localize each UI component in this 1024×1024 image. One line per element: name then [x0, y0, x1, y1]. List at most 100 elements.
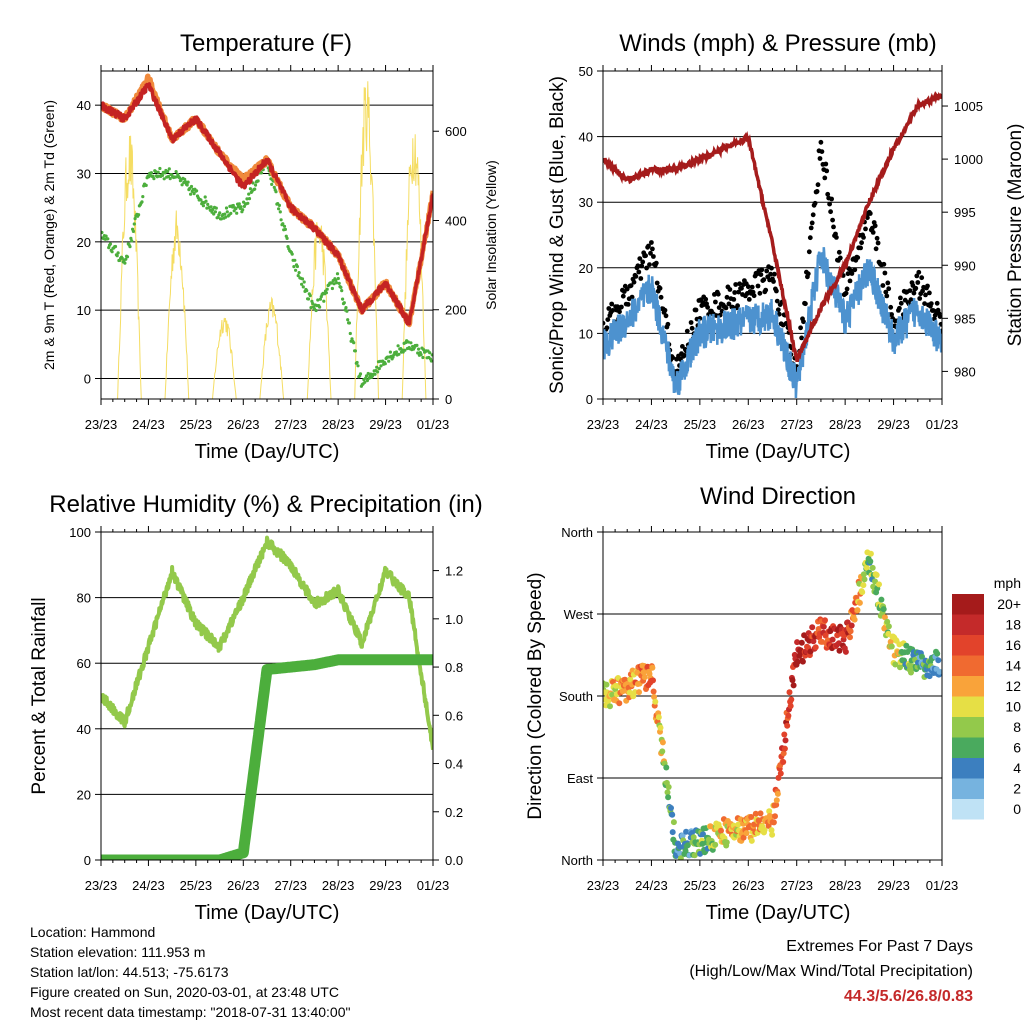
- humidity-ylabel-left: Percent & Total Rainfall: [29, 597, 50, 794]
- gust-point: [771, 279, 776, 284]
- direction-point: [822, 617, 828, 624]
- legend-label: 18: [1005, 617, 1021, 633]
- direction-point: [627, 676, 634, 683]
- direction-ytick-label: South: [559, 689, 593, 704]
- dewpoint-point: [213, 210, 217, 214]
- temperature-ytick-right-label: 200: [445, 303, 467, 318]
- gust-point: [884, 293, 890, 299]
- dewpoint-point: [363, 380, 367, 384]
- winds-panel: Winds (mph) & Pressure (mb) 0 10 20 30 40 50 9…: [547, 30, 1024, 463]
- gust-point: [620, 293, 626, 299]
- dewpoint-point: [339, 285, 343, 289]
- gust-point: [818, 139, 824, 145]
- direction-point: [790, 682, 797, 689]
- gust-point: [814, 189, 820, 194]
- dewpoint-point: [332, 282, 336, 286]
- gust-point: [917, 296, 923, 301]
- gust-point: [915, 280, 921, 285]
- direction-point: [697, 850, 704, 857]
- dewpoint-point: [278, 210, 282, 214]
- temperature-xtick-label: 25/23: [180, 417, 213, 432]
- dewpoint-point: [229, 211, 233, 215]
- gust-point: [705, 304, 710, 310]
- legend-label: 16: [1005, 637, 1021, 653]
- humidity-ytick-label: 100: [69, 525, 91, 540]
- dewpoint-point: [253, 183, 258, 187]
- dewpoint-point: [375, 365, 379, 369]
- dewpoint-point: [201, 204, 205, 208]
- gust-point: [858, 245, 863, 251]
- direction-point: [892, 661, 899, 668]
- gust-point: [619, 304, 624, 310]
- dewpoint-point: [125, 255, 130, 259]
- gust-point: [638, 276, 644, 281]
- direction-point: [880, 606, 887, 613]
- direction-point: [798, 639, 805, 646]
- gust-point: [633, 274, 639, 279]
- gust-point: [829, 196, 834, 202]
- gust-point: [836, 249, 842, 255]
- gust-point: [739, 285, 744, 291]
- dewpoint-point: [154, 170, 158, 174]
- dewpoint-point: [189, 192, 193, 196]
- direction-point: [603, 681, 610, 688]
- direction-point: [786, 689, 793, 696]
- winds-axes: 0 10 20 30 40 50 980 985 990 995 1000 1005 23/23 24/2…: [579, 64, 983, 432]
- humidity-xtick-label: 27/23: [274, 878, 307, 893]
- direction-point: [794, 639, 801, 646]
- dewpoint-point: [341, 297, 345, 301]
- dewpoint-point: [356, 364, 360, 368]
- gust-point: [629, 294, 635, 300]
- dewpoint-point: [212, 212, 216, 216]
- direction-point: [812, 644, 819, 651]
- legend-swatch: [952, 778, 984, 799]
- dewpoint-point: [301, 285, 305, 289]
- direction-point: [781, 731, 788, 738]
- gust-point: [680, 344, 685, 349]
- dewpoint-point: [115, 254, 119, 258]
- dewpoint-point: [247, 197, 252, 201]
- dewpoint-point: [131, 229, 135, 233]
- dewpoint-point: [137, 213, 141, 217]
- direction-xlabel: Time (Day/UTC): [706, 902, 851, 924]
- temperature-xtick-label: 26/23: [227, 417, 260, 432]
- legend-label: 6: [1013, 740, 1021, 756]
- gust-point: [716, 305, 722, 310]
- gust-point: [798, 325, 803, 331]
- direction-point: [934, 650, 941, 657]
- legend-swatch: [952, 799, 984, 820]
- dewpoint-point: [347, 321, 351, 325]
- gust-point: [662, 307, 668, 313]
- gust-point: [919, 275, 925, 281]
- direction-point: [670, 819, 677, 826]
- dewpoint-point: [383, 362, 387, 366]
- gust-point: [689, 325, 695, 331]
- direction-point: [636, 689, 642, 696]
- dewpoint-point: [167, 167, 171, 171]
- direction-point: [718, 827, 724, 834]
- direction-point: [860, 571, 867, 578]
- gust-point: [886, 286, 892, 292]
- gust-point: [625, 302, 631, 307]
- gust-point: [815, 182, 821, 188]
- direction-point: [752, 810, 759, 817]
- gust-point: [809, 220, 815, 226]
- winds-xtick-label: 26/23: [732, 417, 765, 432]
- dewpoint-point: [225, 210, 229, 214]
- direction-point: [740, 834, 747, 841]
- gust-point: [824, 168, 830, 174]
- humidity-ytick-right-label: 0.8: [445, 660, 463, 675]
- legend-swatch: [952, 737, 984, 758]
- dewpoint-point: [406, 340, 410, 344]
- gust-point: [806, 249, 812, 255]
- extremes-values: 44.3/5.6/26.8/0.83: [844, 988, 973, 1005]
- dewpoint-point: [152, 177, 156, 181]
- dewpoint-point: [163, 171, 167, 175]
- dewpoint-point: [234, 207, 238, 211]
- winds-xtick-label: 23/23: [587, 417, 620, 432]
- dewpoint-point: [294, 268, 298, 272]
- dewpoint-point: [330, 286, 334, 291]
- gust-point: [819, 149, 825, 155]
- gust-point: [736, 289, 741, 295]
- extremes-subheading: (High/Low/Max Wind/Total Precipitation): [689, 963, 973, 980]
